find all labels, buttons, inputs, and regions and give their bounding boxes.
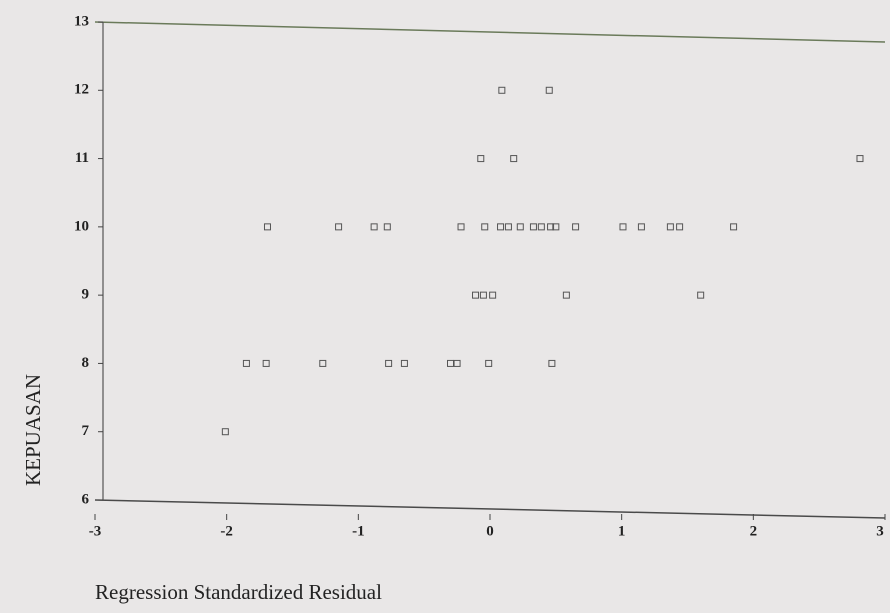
x-axis-label: Regression Standardized Residual [95, 580, 382, 604]
x-tick-label: -1 [352, 523, 365, 539]
chart: Regression Standardized Residual KEPUASA… [0, 0, 890, 613]
y-tick-label: 10 [74, 218, 89, 234]
y-tick-label: 11 [75, 150, 89, 166]
y-tick-label: 9 [82, 287, 90, 303]
x-tick-label: 3 [876, 523, 884, 539]
x-tick-label: 1 [618, 523, 626, 539]
x-tick-label: 2 [750, 523, 758, 539]
y-tick-label: 12 [74, 82, 89, 98]
y-tick-label: 8 [82, 355, 90, 371]
y-axis-label: KEPUASAN [21, 374, 45, 486]
x-tick-label: -2 [220, 523, 233, 539]
y-tick-label: 6 [82, 491, 90, 507]
page: Regression Standardized Residual KEPUASA… [0, 0, 890, 613]
y-tick-label: 13 [74, 13, 89, 29]
x-tick-label: 0 [486, 523, 494, 539]
x-tick-label: -3 [89, 523, 102, 539]
y-tick-label: 7 [82, 423, 90, 439]
background [0, 0, 890, 613]
